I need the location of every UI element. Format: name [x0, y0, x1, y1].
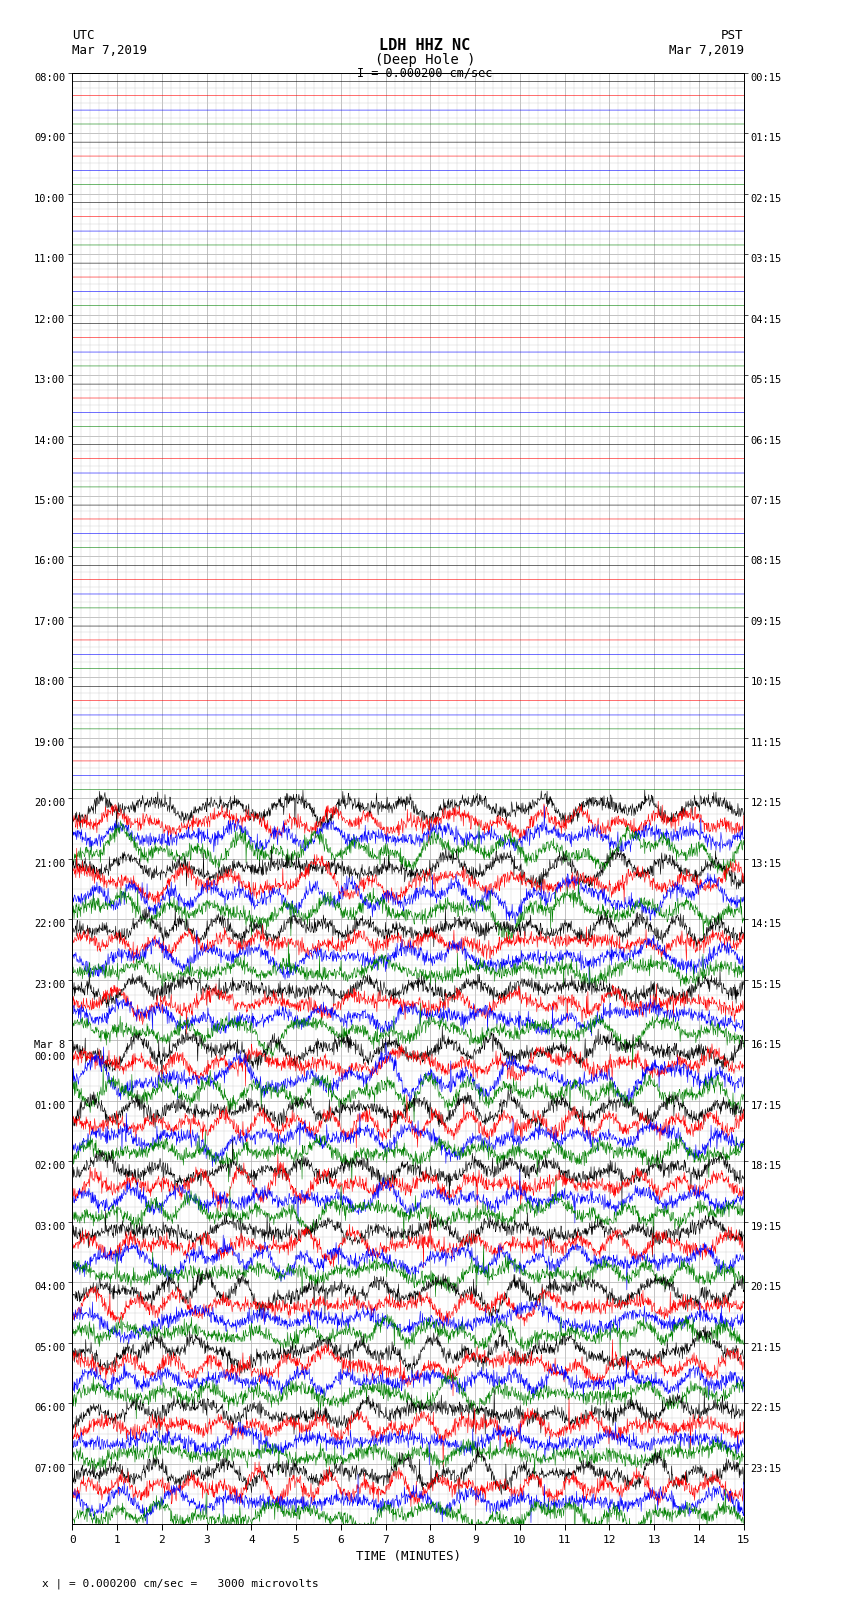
Text: (Deep Hole ): (Deep Hole ): [375, 53, 475, 66]
Text: Mar 7,2019: Mar 7,2019: [669, 44, 744, 56]
Text: PST: PST: [722, 29, 744, 42]
Text: I = 0.000200 cm/sec: I = 0.000200 cm/sec: [357, 66, 493, 79]
Text: x | = 0.000200 cm/sec =   3000 microvolts: x | = 0.000200 cm/sec = 3000 microvolts: [42, 1579, 320, 1589]
Text: LDH HHZ NC: LDH HHZ NC: [379, 37, 471, 53]
X-axis label: TIME (MINUTES): TIME (MINUTES): [355, 1550, 461, 1563]
Text: UTC: UTC: [72, 29, 94, 42]
Text: Mar 7,2019: Mar 7,2019: [72, 44, 147, 56]
